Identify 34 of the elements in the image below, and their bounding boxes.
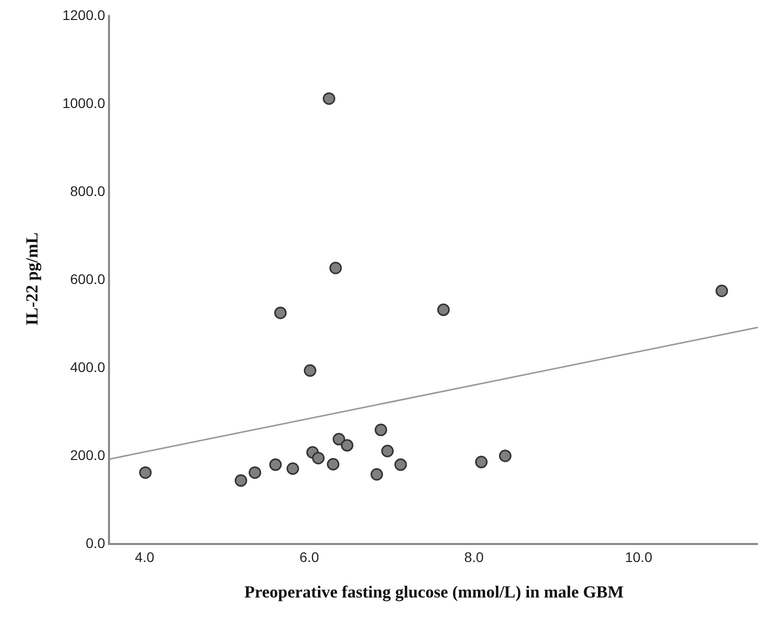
- point: [716, 284, 728, 298]
- y-tick-label: 0.0: [86, 534, 106, 551]
- point: [329, 262, 342, 274]
- point: [332, 432, 346, 446]
- point: [248, 466, 262, 479]
- point: [394, 458, 407, 471]
- y-tick-label: 200.0: [70, 446, 106, 463]
- x-axis-title: Preoperative fasting glucose (mmol/L) in male GBM: [244, 582, 624, 602]
- point: [139, 466, 152, 479]
- point: [370, 468, 384, 481]
- point: [269, 458, 282, 471]
- point: [437, 304, 450, 316]
- point: [340, 439, 354, 452]
- point: [381, 444, 394, 458]
- y-tick-label: 400.0: [70, 358, 106, 375]
- point: [274, 306, 287, 320]
- y-tick-label: 600.0: [70, 270, 106, 287]
- y-tick-label: 1000.0: [62, 94, 106, 111]
- point: [312, 452, 325, 464]
- point: [234, 474, 248, 487]
- point: [322, 92, 336, 105]
- point: [326, 458, 340, 470]
- point: [304, 364, 316, 377]
- x-tick-label: 10.0: [624, 548, 652, 565]
- x-tick-label: 6.0: [300, 548, 320, 565]
- point: [286, 462, 300, 475]
- y-tick-label: 800.0: [70, 182, 106, 199]
- y-axis-title: IL-22 pg/mL: [22, 232, 42, 326]
- x-tick-label: 4.0: [134, 548, 155, 565]
- y-tick-label: 1200.0: [62, 6, 106, 23]
- point: [475, 456, 488, 468]
- x-tick-label: 8.0: [464, 548, 484, 565]
- point: [498, 450, 512, 462]
- point: [374, 424, 388, 436]
